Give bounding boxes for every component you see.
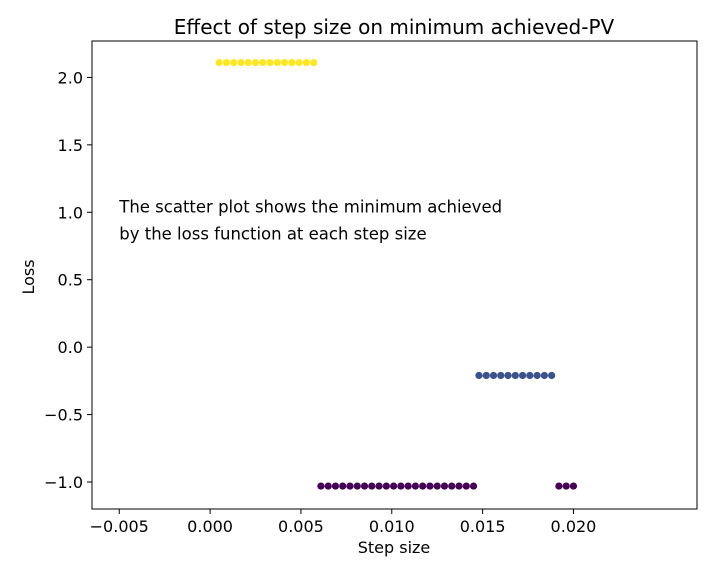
annotation-line-2: by the loss function at each step size [119, 224, 426, 243]
scatter-point [555, 482, 563, 490]
scatter-point [448, 482, 456, 490]
chart-title: Effect of step size on minimum achieved-… [174, 15, 615, 39]
scatter-point [280, 58, 289, 67]
scatter-point [237, 58, 245, 67]
y-tick-label: −1.0 [44, 473, 83, 492]
scatter-point [215, 58, 223, 67]
scatter-point [462, 482, 470, 490]
x-tick-label: 0.000 [187, 517, 233, 536]
x-tick-label: 0.010 [369, 517, 415, 536]
y-tick-label: 1.5 [58, 136, 83, 155]
scatter-point [426, 482, 434, 490]
scatter-point [222, 58, 231, 67]
scatter-point [360, 482, 369, 490]
y-axis-label: Loss [19, 259, 38, 294]
scatter-point [548, 371, 556, 380]
x-tick-label: 0.020 [551, 517, 597, 536]
scatter-point [331, 482, 340, 490]
scatter-point [397, 482, 405, 490]
annotation-line-1: The scatter plot shows the minimum achie… [118, 197, 502, 216]
scatter-point [259, 58, 267, 67]
scatter-point [266, 58, 274, 67]
scatter-point [273, 58, 281, 67]
y-tick-label: 1.0 [58, 203, 83, 222]
scatter-point [489, 371, 498, 380]
scatter-point [540, 371, 548, 380]
scatter-point [562, 482, 570, 490]
scatter-point [324, 482, 332, 490]
scatter-point [475, 371, 483, 380]
scatter-point [353, 482, 361, 490]
data-points [215, 58, 578, 490]
scatter-point [230, 58, 238, 67]
y-tick-label: 0.0 [58, 338, 83, 357]
x-axis-ticks: −0.005 0.000 0.005 0.010 0.015 0.020 [90, 509, 597, 536]
scatter-point [310, 58, 318, 67]
scatter-point [339, 482, 347, 490]
scatter-point [482, 371, 490, 380]
x-axis-label: Step size [358, 538, 431, 557]
y-tick-label: 2.0 [58, 68, 83, 87]
scatter-point [251, 58, 260, 67]
scatter-point [419, 482, 427, 490]
scatter-point [302, 58, 310, 67]
scatter-point [288, 58, 296, 67]
scatter-point [317, 482, 325, 490]
scatter-point [455, 482, 463, 490]
scatter-point [389, 482, 398, 490]
scatter-point [404, 482, 412, 490]
scatter-point [518, 371, 527, 380]
plot-area-frame [91, 40, 698, 510]
scatter-point [346, 482, 354, 490]
x-tick-label: 0.015 [460, 517, 506, 536]
scatter-point [440, 482, 449, 490]
y-tick-label: −0.5 [44, 406, 83, 425]
y-axis-ticks: −1.0 −0.5 0.0 0.5 1.0 1.5 2.0 [44, 68, 92, 492]
scatter-point [244, 58, 252, 67]
scatter-point [504, 371, 512, 380]
x-tick-label: 0.005 [278, 517, 324, 536]
scatter-point [368, 482, 376, 490]
scatter-point [526, 371, 534, 380]
scatter-point [569, 482, 578, 490]
scatter-point [533, 371, 541, 380]
scatter-point [433, 482, 441, 490]
x-tick-label: −0.005 [90, 517, 149, 536]
scatter-point [469, 482, 478, 490]
y-tick-label: 0.5 [58, 271, 83, 290]
scatter-point [411, 482, 419, 490]
scatter-point [382, 482, 390, 490]
scatter-point [511, 371, 519, 380]
scatter-point [295, 58, 303, 67]
scatter-point [497, 371, 505, 380]
scatter-point [375, 482, 383, 490]
